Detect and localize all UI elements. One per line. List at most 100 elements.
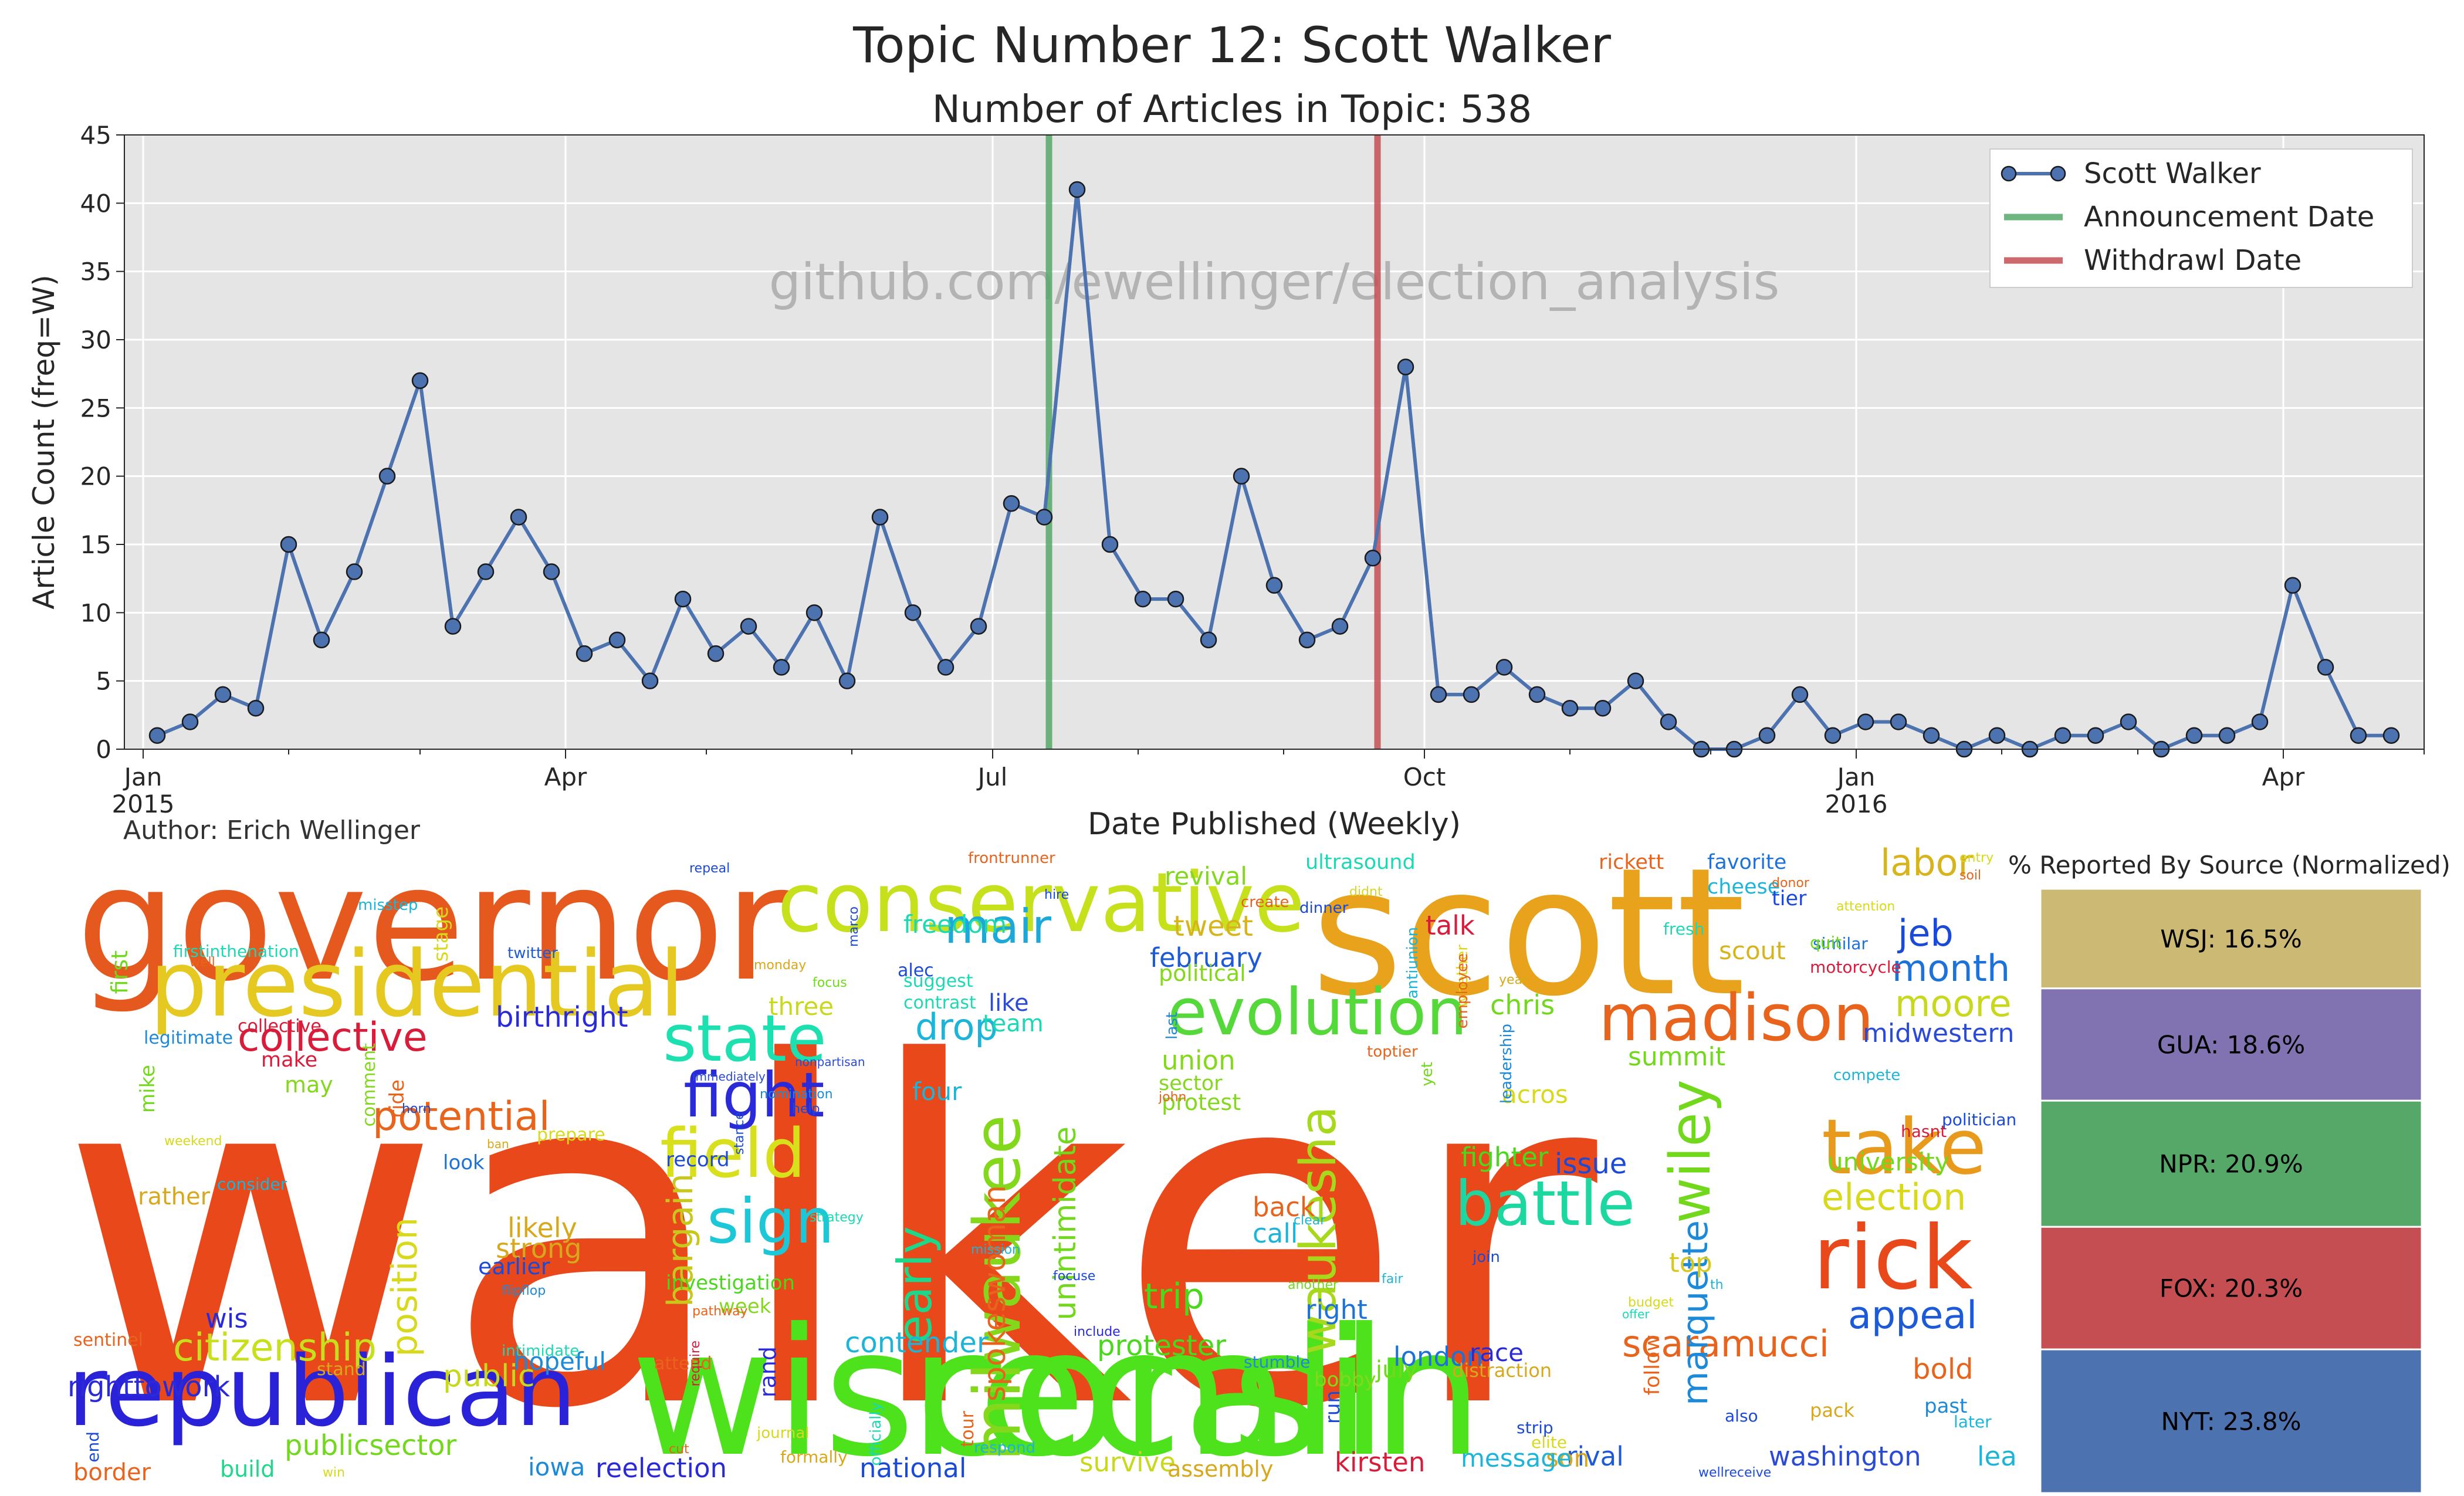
wordcloud-word: john	[1159, 1090, 1187, 1105]
wordcloud-word: border	[73, 1459, 151, 1486]
y-tick-label: 35	[80, 258, 111, 286]
x-tick-year-label: 2015	[112, 790, 175, 818]
data-point	[1758, 727, 1776, 744]
wordcloud-word: flipflop	[502, 1284, 546, 1298]
data-point	[838, 672, 856, 689]
x-tick-label: Jul	[976, 763, 1008, 791]
wordcloud-word: clear	[1294, 1213, 1326, 1228]
wordcloud-word: protester	[1097, 1329, 1226, 1362]
wordcloud-word: investigation	[666, 1271, 796, 1295]
wordcloud-word: race	[1470, 1338, 1524, 1367]
wordcloud-word: build	[220, 1456, 275, 1482]
wordcloud-word: talk	[1426, 910, 1475, 941]
wordcloud-word: conservative	[777, 855, 1305, 951]
x-tick-label: Oct	[1403, 763, 1446, 791]
data-point	[871, 509, 889, 526]
wordcloud-word: offer	[1622, 1307, 1650, 1321]
wordcloud-word: run	[1321, 1390, 1345, 1424]
chart-subtitle: Number of Articles in Topic: 538	[932, 88, 1532, 131]
legend-label: Scott Walker	[2084, 157, 2261, 190]
wordcloud-word: require	[688, 1341, 703, 1387]
wordcloud-word: citizenship	[173, 1326, 377, 1370]
wordcloud-word: recall	[909, 1291, 1389, 1495]
wordcloud-word: stage	[429, 906, 453, 962]
wordcloud-word: mike	[136, 1065, 160, 1113]
wordcloud-word: position	[384, 1217, 425, 1357]
data-point	[148, 727, 166, 744]
data-point	[1298, 631, 1316, 649]
wordcloud-word: moore	[1895, 982, 2012, 1025]
legend-label: Announcement Date	[2084, 201, 2374, 233]
wordcloud-word: son	[1546, 1444, 1590, 1473]
wordcloud-word: washington	[1769, 1441, 1921, 1472]
wordcloud-word: budget	[1628, 1295, 1674, 1310]
wordcloud-word: weekend	[164, 1134, 222, 1149]
wordcloud-word: publicsector	[285, 1429, 457, 1462]
data-point	[2218, 727, 2236, 744]
wordcloud-word: like	[989, 990, 1029, 1017]
series-scott-walker	[148, 181, 2400, 758]
data-point	[1528, 686, 1546, 703]
data-point	[1857, 713, 1874, 730]
word-cloud: walker wisconsin recall governor scott republ…	[50, 845, 2015, 1496]
wordcloud-word: rickett	[1599, 851, 1664, 874]
wordcloud-word: later	[1954, 1412, 1992, 1431]
data-point	[1463, 686, 1480, 703]
wordcloud-word: mair	[945, 899, 1052, 954]
figure-title: Topic Number 12: Scott Walker	[853, 16, 1611, 74]
wordcloud-word: protest	[1162, 1089, 1241, 1115]
wordcloud-word: rival	[1566, 1441, 1624, 1472]
data-point	[970, 618, 987, 635]
wordcloud-word: stance	[732, 1112, 747, 1155]
wordcloud-word: record	[666, 1148, 730, 1172]
wordcloud-word: assembly	[1167, 1456, 1274, 1482]
data-point	[1397, 358, 1414, 375]
author-credit: Author: Erich Wellinger	[123, 815, 420, 845]
wordcloud-word: frontrunner	[968, 849, 1055, 867]
wordcloud-word: motorcycle	[1810, 957, 1901, 977]
data-point	[543, 563, 560, 580]
wordcloud-word: rand	[755, 1346, 781, 1398]
wordcloud-word: public	[443, 1359, 535, 1394]
data-point	[2251, 713, 2269, 730]
wordcloud-word: tweet	[1173, 910, 1253, 943]
wordcloud-word: rick	[1813, 1207, 1973, 1309]
wordcloud-word: fighter	[1461, 1142, 1549, 1173]
data-point	[904, 604, 922, 621]
wordcloud-word: pathway	[692, 1304, 748, 1319]
data-point	[740, 618, 757, 635]
x-tick-year-label: 2016	[1825, 790, 1888, 818]
y-tick-label: 30	[80, 326, 111, 354]
wordcloud-word: may	[285, 1072, 333, 1098]
wordcloud-word: month	[1892, 947, 2011, 990]
wordcloud-word: earlier	[478, 1254, 550, 1280]
wordcloud-word: also	[1725, 1406, 1758, 1426]
data-point	[346, 563, 363, 580]
wordcloud-word: focuse	[1053, 1269, 1096, 1284]
wordcloud-word: firstinthenation	[173, 942, 299, 961]
line-chart: github.com/ewellinger/election_analysis …	[27, 121, 2425, 818]
wordcloud-word: hire	[1044, 888, 1069, 902]
event-lines	[1045, 135, 1381, 749]
y-tick-label: 40	[80, 189, 111, 218]
wordcloud-word: madison	[1599, 980, 1874, 1055]
x-tick-label: Jan	[123, 763, 163, 791]
wordcloud-word: dinner	[1299, 899, 1349, 917]
data-point	[313, 631, 330, 649]
wordcloud-word: fight	[683, 1060, 825, 1131]
wordcloud-word: sentinel	[73, 1330, 144, 1351]
wordcloud-word: compete	[1833, 1067, 1901, 1084]
wordcloud-word: state	[663, 1001, 827, 1076]
wordcloud-word: revival	[1165, 862, 1247, 891]
wordcloud-word: formally	[780, 1447, 848, 1467]
data-point	[1988, 727, 2006, 744]
wordcloud-word: collective	[238, 1014, 428, 1061]
data-point	[411, 372, 429, 390]
wordcloud-word: leadership	[1498, 1024, 1515, 1104]
wordcloud-word: follow	[1641, 1335, 1664, 1396]
wordcloud-word: potential	[373, 1094, 550, 1140]
data-point	[1134, 590, 1152, 608]
wordcloud-word: political	[1159, 960, 1246, 986]
source-segment	[2039, 888, 2423, 990]
